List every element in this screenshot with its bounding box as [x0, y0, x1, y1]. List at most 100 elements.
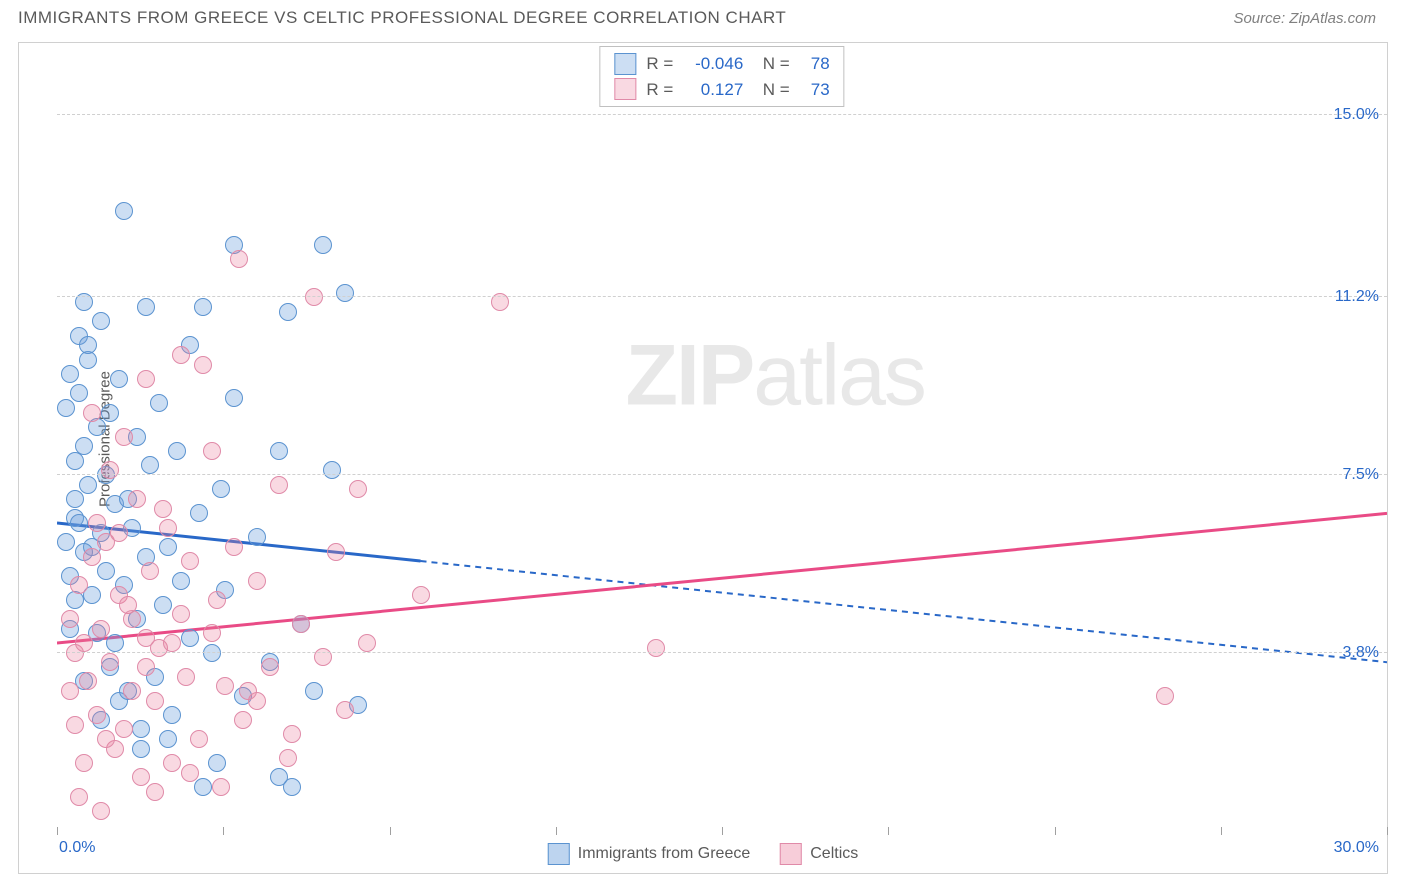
scatter-point: [110, 370, 128, 388]
scatter-point: [336, 284, 354, 302]
scatter-point: [305, 288, 323, 306]
scatter-point: [203, 624, 221, 642]
y-axis-label: Professional Degree: [96, 371, 113, 507]
scatter-point: [106, 634, 124, 652]
scatter-point: [57, 399, 75, 417]
chart-container: Professional Degree ZIPatlas R = -0.046 N…: [18, 42, 1388, 874]
chart-source: Source: ZipAtlas.com: [1233, 10, 1376, 27]
scatter-point: [327, 543, 345, 561]
scatter-point: [261, 658, 279, 676]
scatter-point: [216, 677, 234, 695]
scatter-point: [194, 298, 212, 316]
scatter-point: [66, 716, 84, 734]
scatter-point: [115, 428, 133, 446]
scatter-point: [203, 442, 221, 460]
scatter-point: [115, 202, 133, 220]
legend-label: Immigrants from Greece: [578, 845, 750, 863]
scatter-point: [323, 461, 341, 479]
x-tick: [888, 827, 889, 835]
scatter-point: [279, 303, 297, 321]
scatter-point: [101, 461, 119, 479]
scatter-point: [83, 404, 101, 422]
legend-swatch: [780, 843, 802, 865]
legend-item: Celtics: [780, 843, 858, 865]
x-tick: [1055, 827, 1056, 835]
scatter-point: [92, 802, 110, 820]
scatter-point: [97, 730, 115, 748]
scatter-point: [132, 720, 150, 738]
legend-swatch: [614, 53, 636, 75]
scatter-point: [141, 456, 159, 474]
gridline-horizontal: [57, 652, 1387, 653]
scatter-point: [212, 778, 230, 796]
stat-r-value: 0.127: [683, 77, 743, 103]
stat-n-label: N =: [753, 51, 789, 77]
scatter-point: [70, 384, 88, 402]
scatter-point: [190, 504, 208, 522]
scatter-point: [154, 500, 172, 518]
scatter-point: [57, 533, 75, 551]
y-tick-label: 3.8%: [1343, 644, 1379, 662]
scatter-point: [75, 634, 93, 652]
plot-area: Professional Degree ZIPatlas R = -0.046 N…: [57, 43, 1387, 835]
scatter-point: [146, 692, 164, 710]
scatter-point: [234, 711, 252, 729]
stat-r-value: -0.046: [683, 51, 743, 77]
stat-n-value: 78: [800, 51, 830, 77]
watermark-light: atlas: [753, 327, 925, 423]
scatter-point: [283, 725, 301, 743]
scatter-point: [172, 572, 190, 590]
x-tick: [556, 827, 557, 835]
watermark-bold: ZIP: [625, 327, 753, 423]
scatter-point: [248, 572, 266, 590]
scatter-point: [97, 562, 115, 580]
scatter-point: [75, 437, 93, 455]
scatter-point: [181, 629, 199, 647]
scatter-point: [239, 682, 257, 700]
scatter-point: [305, 682, 323, 700]
scatter-point: [270, 442, 288, 460]
scatter-point: [212, 480, 230, 498]
scatter-point: [336, 701, 354, 719]
scatter-point: [141, 562, 159, 580]
scatter-point: [208, 754, 226, 772]
scatter-point: [110, 524, 128, 542]
scatter-point: [70, 576, 88, 594]
stats-row: R = -0.046 N = 78: [614, 51, 829, 77]
scatter-point: [70, 514, 88, 532]
scatter-point: [61, 682, 79, 700]
y-tick-label: 15.0%: [1334, 106, 1379, 124]
scatter-point: [163, 706, 181, 724]
scatter-point: [159, 538, 177, 556]
scatter-point: [159, 730, 177, 748]
chart-title: IMMIGRANTS FROM GREECE VS CELTIC PROFESS…: [18, 8, 786, 28]
scatter-point: [270, 476, 288, 494]
legend-label: Celtics: [810, 845, 858, 863]
scatter-point: [146, 783, 164, 801]
scatter-point: [101, 653, 119, 671]
scatter-point: [132, 768, 150, 786]
scatter-point: [137, 658, 155, 676]
scatter-point: [181, 552, 199, 570]
scatter-point: [163, 754, 181, 772]
scatter-point: [132, 740, 150, 758]
scatter-point: [123, 610, 141, 628]
scatter-point: [115, 720, 133, 738]
stat-r-label: R =: [646, 51, 673, 77]
scatter-point: [159, 519, 177, 537]
scatter-point: [123, 682, 141, 700]
scatter-point: [270, 768, 288, 786]
scatter-point: [248, 528, 266, 546]
x-tick: [1221, 827, 1222, 835]
y-tick-label: 11.2%: [1335, 288, 1379, 306]
scatter-point: [177, 668, 195, 686]
scatter-point: [168, 442, 186, 460]
y-tick-label: 7.5%: [1343, 466, 1379, 484]
scatter-point: [194, 356, 212, 374]
scatter-point: [314, 236, 332, 254]
scatter-point: [1156, 687, 1174, 705]
x-tick: [57, 827, 58, 835]
x-min-label: 0.0%: [59, 839, 95, 857]
scatter-point: [349, 480, 367, 498]
x-tick: [1387, 827, 1388, 835]
